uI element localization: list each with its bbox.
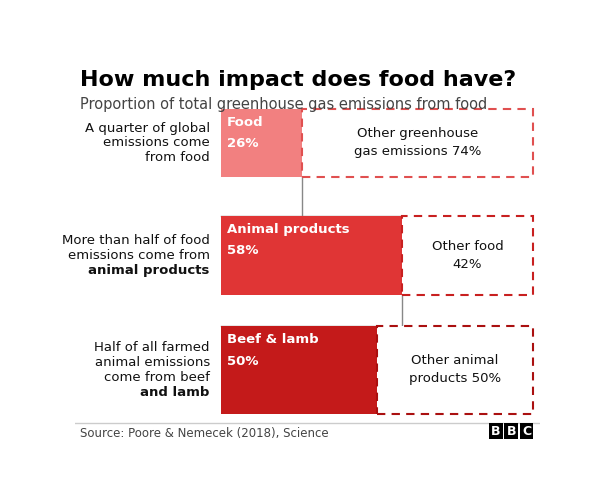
Bar: [489, 423, 503, 439]
Text: Proportion of total greenhouse gas emissions from food: Proportion of total greenhouse gas emiss…: [80, 97, 487, 112]
Text: 26%: 26%: [227, 137, 259, 150]
Text: emissions come from: emissions come from: [68, 249, 210, 262]
Text: 58%: 58%: [227, 244, 259, 257]
Text: animal emissions: animal emissions: [95, 356, 210, 369]
Text: Beef & lamb: Beef & lamb: [227, 333, 319, 346]
Text: Half of all farmed: Half of all farmed: [94, 341, 210, 354]
Text: animal products: animal products: [88, 264, 210, 277]
Bar: [221, 216, 402, 295]
Bar: [221, 109, 302, 177]
Text: A quarter of global: A quarter of global: [85, 121, 210, 135]
Text: Animal products: Animal products: [227, 223, 350, 236]
Text: and lamb: and lamb: [140, 386, 210, 399]
Bar: [377, 326, 533, 414]
Text: B: B: [491, 424, 500, 437]
Bar: [302, 109, 533, 177]
Bar: [221, 326, 377, 414]
Text: Other animal
products 50%: Other animal products 50%: [409, 354, 501, 386]
Text: emissions come: emissions come: [103, 137, 210, 150]
Text: Source: Poore & Nemecek (2018), Science: Source: Poore & Nemecek (2018), Science: [80, 426, 328, 439]
Text: Other greenhouse
gas emissions 74%: Other greenhouse gas emissions 74%: [354, 128, 481, 158]
Text: Food: Food: [227, 116, 263, 129]
Text: from food: from food: [145, 151, 210, 164]
Bar: [504, 423, 518, 439]
Text: C: C: [522, 424, 531, 437]
Text: B: B: [506, 424, 516, 437]
Text: More than half of food: More than half of food: [62, 234, 210, 247]
Text: Other food
42%: Other food 42%: [432, 240, 503, 271]
Bar: [520, 423, 533, 439]
Text: 50%: 50%: [227, 355, 259, 367]
Text: come from beef: come from beef: [104, 371, 210, 384]
Text: How much impact does food have?: How much impact does food have?: [80, 70, 516, 90]
Bar: [402, 216, 533, 295]
